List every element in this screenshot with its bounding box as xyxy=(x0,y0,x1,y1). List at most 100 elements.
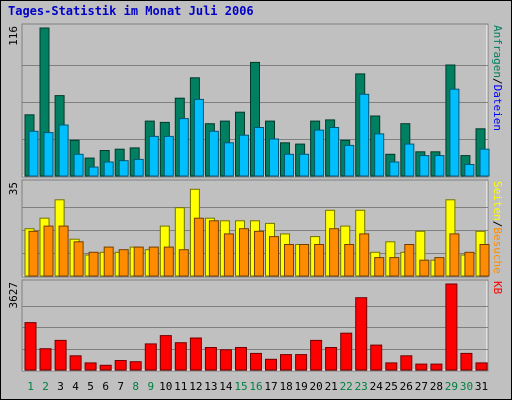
x-tick-label-day-31: 31 xyxy=(475,380,488,393)
bar-kb-day-17 xyxy=(265,358,277,371)
legend-entry: Seiten xyxy=(491,181,504,221)
bar-kb-day-16 xyxy=(250,352,262,371)
bar-besuche-day-29 xyxy=(449,233,460,277)
x-tick-label-day-11: 11 xyxy=(174,380,187,393)
x-tick-label-day-21: 21 xyxy=(325,380,338,393)
bar-besuche-day-21 xyxy=(329,228,340,277)
bar-dateien-day-2 xyxy=(43,132,54,177)
bar-dateien-day-18 xyxy=(284,153,294,177)
bar-dateien-day-23 xyxy=(359,93,370,177)
bar-besuche-day-9 xyxy=(148,246,159,277)
bar-kb-day-7 xyxy=(114,360,127,371)
bar-dateien-day-7 xyxy=(118,160,129,177)
legend-entry: Besuche xyxy=(491,227,504,273)
legend-separator: / xyxy=(491,221,504,228)
x-tick-label-day-7: 7 xyxy=(117,380,124,393)
x-axis-labels: 1 2 3 4 5 6 7 8 9 10 11 12 13 14 15 16 17 18 19 20 21 22 23 24 2… xyxy=(27,380,488,393)
legend-entry: KB xyxy=(491,281,504,295)
bar-kb-day-14 xyxy=(219,349,232,371)
bar-besuche-day-26 xyxy=(404,244,415,277)
x-tick-label-day-12: 12 xyxy=(189,380,202,393)
bar-dateien-day-10 xyxy=(163,135,174,177)
bar-besuche-day-20 xyxy=(314,244,325,277)
bar-besuche-day-18 xyxy=(284,244,294,277)
bar-dateien-day-12 xyxy=(193,98,204,177)
bar-kb-day-25 xyxy=(385,362,398,371)
series-legend: KB xyxy=(491,281,504,295)
bar-kb-day-19 xyxy=(295,354,308,371)
bar-kb-day-6 xyxy=(99,364,112,371)
bar-dateien-day-31 xyxy=(479,148,490,177)
bar-dateien-day-24 xyxy=(374,133,385,177)
bar-besuche-day-2 xyxy=(43,225,54,277)
bar-kb-day-18 xyxy=(280,354,292,371)
x-tick-label-day-14: 14 xyxy=(219,380,233,393)
x-tick-label-day-9: 9 xyxy=(147,380,154,393)
series-legend: Seiten/Besuche xyxy=(491,181,504,274)
bar-kb-day-4 xyxy=(69,355,82,371)
x-tick-label-day-1: 1 xyxy=(27,380,34,393)
bar-dateien-day-13 xyxy=(208,130,219,177)
bar-dateien-day-26 xyxy=(404,143,415,177)
x-tick-label-day-16: 16 xyxy=(249,380,262,393)
bar-dateien-day-25 xyxy=(389,161,400,177)
x-tick-label-day-30: 30 xyxy=(460,380,473,393)
bar-besuche-day-12 xyxy=(193,217,204,277)
bar-kb-day-26 xyxy=(400,355,413,371)
bar-dateien-day-29 xyxy=(449,88,460,177)
bar-dateien-day-5 xyxy=(88,166,99,177)
bar-dateien-day-14 xyxy=(223,142,234,177)
bar-besuche-day-30 xyxy=(464,251,475,277)
bar-besuche-day-24 xyxy=(374,257,385,277)
bar-besuche-day-8 xyxy=(133,246,144,277)
x-tick-label-day-17: 17 xyxy=(264,380,277,393)
bar-dateien-day-4 xyxy=(73,153,84,177)
bar-besuche-day-17 xyxy=(269,236,279,277)
bar-besuche-day-31 xyxy=(479,244,490,277)
series-legend: Anfragen/Dateien xyxy=(491,25,504,131)
legend-entry: Dateien xyxy=(491,85,504,131)
x-tick-label-day-23: 23 xyxy=(355,380,368,393)
x-tick-label-day-29: 29 xyxy=(445,380,458,393)
bar-kb-day-30 xyxy=(460,352,473,371)
bar-besuche-day-3 xyxy=(58,225,69,277)
x-tick-label-day-8: 8 xyxy=(132,380,139,393)
x-tick-label-day-4: 4 xyxy=(72,380,79,393)
x-tick-label-day-26: 26 xyxy=(400,380,413,393)
panel-pages-visits: 35 Seiten/Besuche xyxy=(7,179,504,278)
bar-kb-day-15 xyxy=(235,347,247,371)
bar-kb-day-29 xyxy=(445,283,458,371)
bar-dateien-day-3 xyxy=(58,124,69,177)
bar-dateien-day-8 xyxy=(133,158,144,177)
bar-dateien-day-1 xyxy=(28,130,39,177)
x-tick-label-day-10: 10 xyxy=(159,380,172,393)
bar-kb-day-11 xyxy=(174,342,187,371)
bar-dateien-day-21 xyxy=(329,127,340,177)
bar-dateien-day-11 xyxy=(178,118,189,177)
x-tick-label-day-5: 5 xyxy=(87,380,94,393)
bar-dateien-day-30 xyxy=(464,164,475,177)
x-tick-label-day-13: 13 xyxy=(204,380,217,393)
bar-besuche-day-4 xyxy=(73,241,84,277)
bar-besuche-day-16 xyxy=(254,230,264,277)
x-tick-label-day-2: 2 xyxy=(42,380,49,393)
bar-dateien-day-28 xyxy=(434,155,445,177)
bar-kb-day-5 xyxy=(84,362,97,371)
x-tick-label-day-22: 22 xyxy=(340,380,353,393)
bar-besuche-day-5 xyxy=(88,251,99,277)
bar-besuche-day-19 xyxy=(299,244,310,277)
bar-kb-day-23 xyxy=(355,297,368,371)
bar-kb-day-27 xyxy=(415,363,428,371)
bar-besuche-day-25 xyxy=(389,257,400,277)
bar-kb-day-10 xyxy=(159,335,172,371)
bar-kb-day-9 xyxy=(144,343,157,371)
bar-dateien-day-22 xyxy=(344,144,355,177)
bar-kb-day-24 xyxy=(370,344,383,371)
bar-besuche-day-6 xyxy=(103,246,114,277)
y-max-label: 116 xyxy=(7,26,20,46)
x-tick-label-day-27: 27 xyxy=(415,380,428,393)
bar-dateien-day-27 xyxy=(419,155,430,177)
legend-separator: / xyxy=(491,78,504,85)
bar-kb-day-8 xyxy=(129,361,142,371)
